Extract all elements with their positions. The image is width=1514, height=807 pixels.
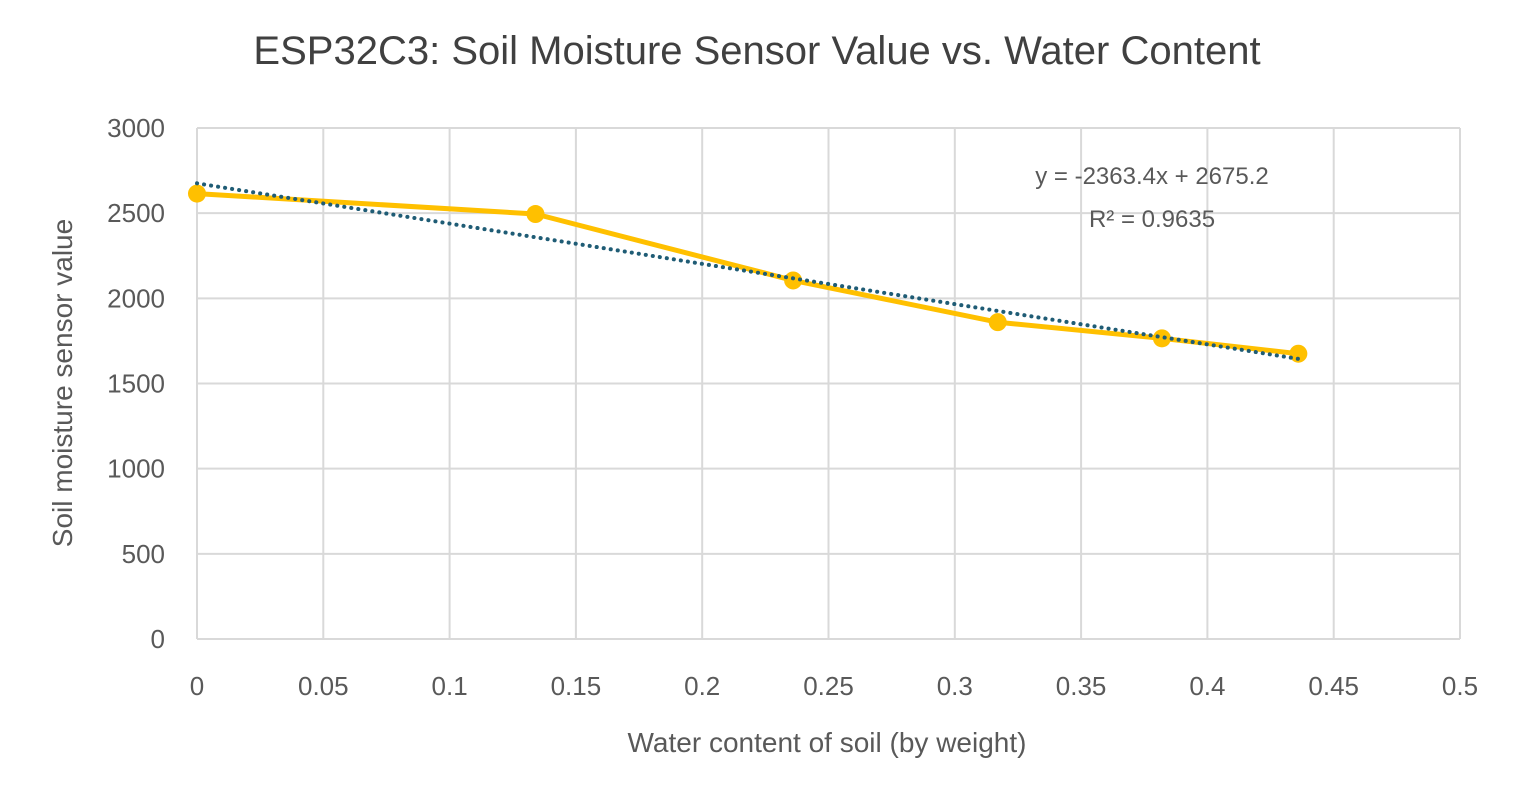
chart-title: ESP32C3: Soil Moisture Sensor Value vs. … <box>253 29 1260 73</box>
data-point <box>1152 329 1171 348</box>
x-tick-label: 0.25 <box>803 671 854 701</box>
x-tick-label: 0.3 <box>937 671 973 701</box>
y-tick-label: 1000 <box>107 454 165 484</box>
x-tick-label: 0.1 <box>432 671 468 701</box>
data-point <box>188 184 206 203</box>
x-tick-label: 0.35 <box>1056 671 1107 701</box>
data-point <box>526 205 545 224</box>
trendline-line <box>195 181 1301 361</box>
y-axis-tick-labels: 0 500 1000 1500 2000 2500 3000 <box>107 113 165 654</box>
x-tick-label: 0.5 <box>1442 671 1478 701</box>
x-axis-label: Water content of soil (by weight) <box>628 727 1027 758</box>
x-tick-label: 0.2 <box>684 671 720 701</box>
y-tick-label: 1500 <box>107 369 165 399</box>
x-tick-label: 0.05 <box>298 671 349 701</box>
y-tick-label: 2500 <box>107 198 165 228</box>
grid-lines <box>196 127 1461 640</box>
x-tick-label: 0 <box>190 671 204 701</box>
x-tick-label: 0.4 <box>1189 671 1225 701</box>
trendline <box>195 181 1301 361</box>
data-point <box>988 313 1007 332</box>
data-point <box>784 271 803 290</box>
x-tick-label: 0.45 <box>1308 671 1359 701</box>
y-tick-label: 3000 <box>107 113 165 143</box>
y-tick-label: 2000 <box>107 283 165 313</box>
x-axis-tick-labels: 0 0.05 0.1 0.15 0.2 0.25 0.3 0.35 0.4 0.45 0.5 <box>190 671 1478 701</box>
x-tick-label: 0.15 <box>551 671 602 701</box>
trendline-equation: y = -2363.4x + 2675.2 <box>1035 163 1269 190</box>
y-tick-label: 0 <box>151 624 165 654</box>
y-tick-label: 500 <box>122 539 165 569</box>
trendline-r-squared: R² = 0.9635 <box>1089 206 1215 233</box>
y-axis-label: Soil moisture sensor value <box>47 219 78 547</box>
data-point <box>1289 344 1308 363</box>
